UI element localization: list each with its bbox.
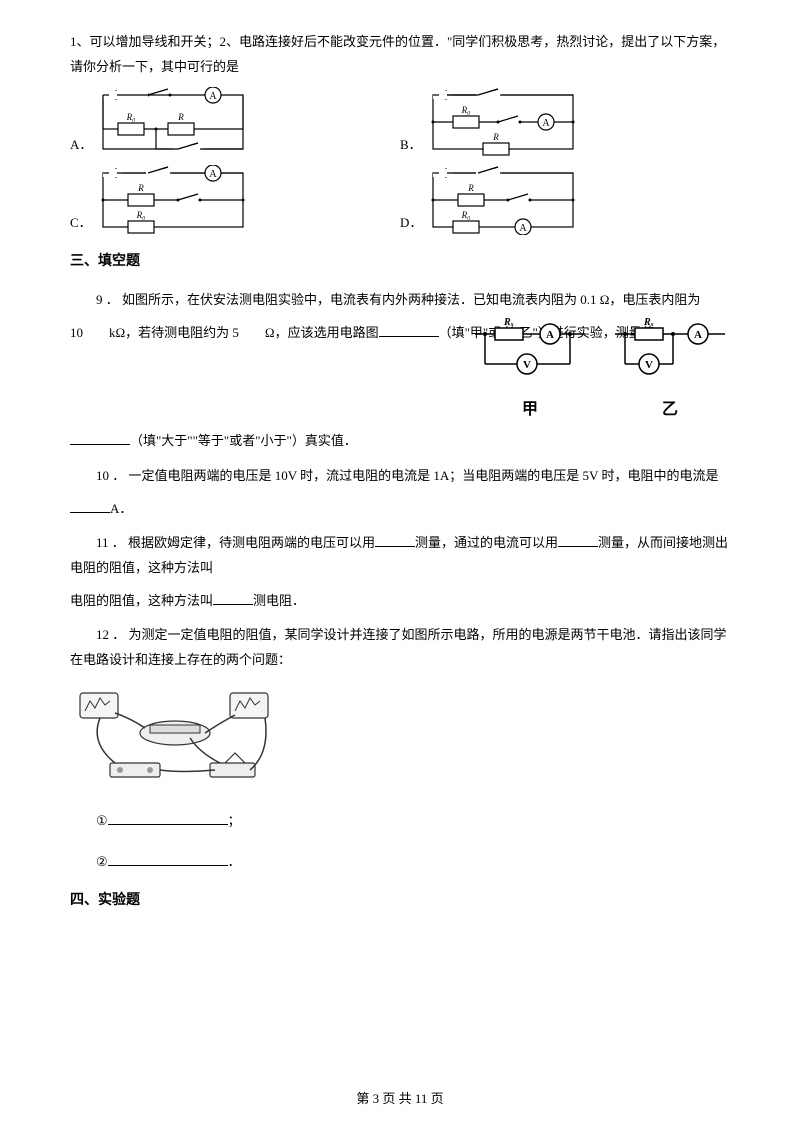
- q12-ans1-blank: [108, 809, 228, 825]
- svg-text:Rₓ: Rₓ: [643, 317, 654, 328]
- q12-ans2-end: ．: [228, 854, 241, 869]
- q11-line2: 电阻的阻值，这种方法叫测电阻．: [70, 589, 730, 614]
- q11-line: 11 ． 根据欧姆定律，待测电阻两端的电压可以用测量，通过的电流可以用测量，从而…: [70, 531, 730, 580]
- diagram-jia: Rₓ A V 甲: [470, 314, 590, 425]
- svg-text:R₀: R₀: [126, 112, 136, 122]
- svg-text:R₀: R₀: [461, 210, 471, 220]
- q8-intro: 1、可以增加导线和开关；2、电路连接好后不能改变元件的位置．"同学们积极思考，热…: [70, 30, 730, 79]
- q12-answer2: ②．: [96, 850, 730, 875]
- q11-blank1: [375, 531, 415, 547]
- diagram-yi: Rₓ A V 乙: [610, 314, 730, 425]
- q9-text-a: 9 ． 如图所示，在伏安法测电阻实验中，电流表有内外两种接法．已知电流表内阻为 …: [96, 292, 700, 307]
- section-3-title: 三、填空题: [70, 249, 730, 276]
- svg-text:Rₓ: Rₓ: [503, 317, 514, 328]
- svg-text:A: A: [546, 329, 554, 341]
- label-yi: 乙: [610, 395, 730, 425]
- q9-text-b: 10 kΩ，若待测电阻约为 5 Ω，应该选用电路图: [70, 325, 379, 340]
- opt-label-c: C．: [70, 211, 92, 236]
- q12-ans1-label: ①: [96, 813, 108, 828]
- opt-label-d: D．: [400, 211, 422, 236]
- svg-text:R₀: R₀: [135, 210, 145, 220]
- q11-blank2: [558, 531, 598, 547]
- q11-text-d: 测电阻．: [253, 593, 305, 608]
- q10-blank: [70, 497, 110, 513]
- q10-line: 10 ． 一定值电阻两端的电压是 10V 时，流过电阻的电流是 1A；当电阻两端…: [70, 464, 730, 489]
- q12-ans2-blank: [108, 850, 228, 866]
- q9-line3: （填"大于""等于"或者"小于"）真实值．: [70, 429, 730, 454]
- q10-line2: A．: [70, 497, 730, 522]
- voltammeter-diagrams: Rₓ A V 甲 Rₓ A: [470, 314, 730, 425]
- svg-text:A: A: [210, 91, 218, 102]
- svg-text:R: R: [468, 183, 475, 193]
- option-d: D． R: [400, 165, 730, 235]
- option-b: B． R₀ A: [400, 87, 730, 157]
- svg-text:R₀: R₀: [460, 105, 470, 115]
- options-row-cd: C． A R: [70, 165, 730, 235]
- q12-ans1-end: ；: [228, 813, 241, 828]
- q11-blank3: [213, 589, 253, 605]
- circuit-diagram-a: A R₀ R: [98, 87, 248, 157]
- svg-text:V: V: [523, 359, 531, 371]
- svg-text:A: A: [542, 118, 550, 129]
- q12-circuit-image: [70, 683, 290, 793]
- q9-blank2: [70, 429, 130, 445]
- q12-answer1: ①；: [96, 809, 730, 834]
- q9-text-d: （填"大于""等于"或者"小于"）真实值．: [130, 433, 357, 448]
- circuit-diagram-b: R₀ A R: [428, 87, 578, 157]
- q9-blank1: [379, 321, 439, 337]
- q10-text-b: A．: [110, 501, 132, 516]
- svg-text:A: A: [520, 223, 528, 234]
- label-jia: 甲: [470, 395, 590, 425]
- svg-text:A: A: [694, 329, 702, 341]
- opt-label-a: A．: [70, 133, 92, 158]
- svg-text:R: R: [492, 132, 499, 142]
- section-4-title: 四、实验题: [70, 888, 730, 915]
- q9-wrap: 9 ． 如图所示，在伏安法测电阻实验中，电流表有内外两种接法．已知电流表内阻为 …: [70, 288, 730, 454]
- svg-text:R: R: [137, 183, 144, 193]
- page-footer: 第 3 页 共 11 页: [0, 1087, 800, 1112]
- circuit-diagram-c: A R R₀: [98, 165, 248, 235]
- q11-text-a: 11 ． 根据欧姆定律，待测电阻两端的电压可以用: [96, 535, 375, 550]
- q10-text-a: 10 ． 一定值电阻两端的电压是 10V 时，流过电阻的电流是 1A；当电阻两端…: [96, 468, 718, 483]
- q12-text: 12 ． 为测定一定值电阻的阻值，某同学设计并连接了如图所示电路，所用的电源是两…: [70, 627, 727, 667]
- opt-label-b: B．: [400, 133, 422, 158]
- option-a: A． A R₀ R: [70, 87, 400, 157]
- q11-text-b: 测量，通过的电流可以用: [415, 535, 558, 550]
- q9-line1: 9 ． 如图所示，在伏安法测电阻实验中，电流表有内外两种接法．已知电流表内阻为 …: [70, 288, 730, 313]
- q12-line: 12 ． 为测定一定值电阻的阻值，某同学设计并连接了如图所示电路，所用的电源是两…: [70, 623, 730, 672]
- svg-text:A: A: [209, 169, 217, 180]
- option-c: C． A R: [70, 165, 400, 235]
- q12-ans2-label: ②: [96, 854, 108, 869]
- options-row-ab: A． A R₀ R: [70, 87, 730, 157]
- svg-text:R: R: [178, 112, 185, 122]
- svg-text:V: V: [645, 359, 653, 371]
- circuit-diagram-d: R R₀ A: [428, 165, 578, 235]
